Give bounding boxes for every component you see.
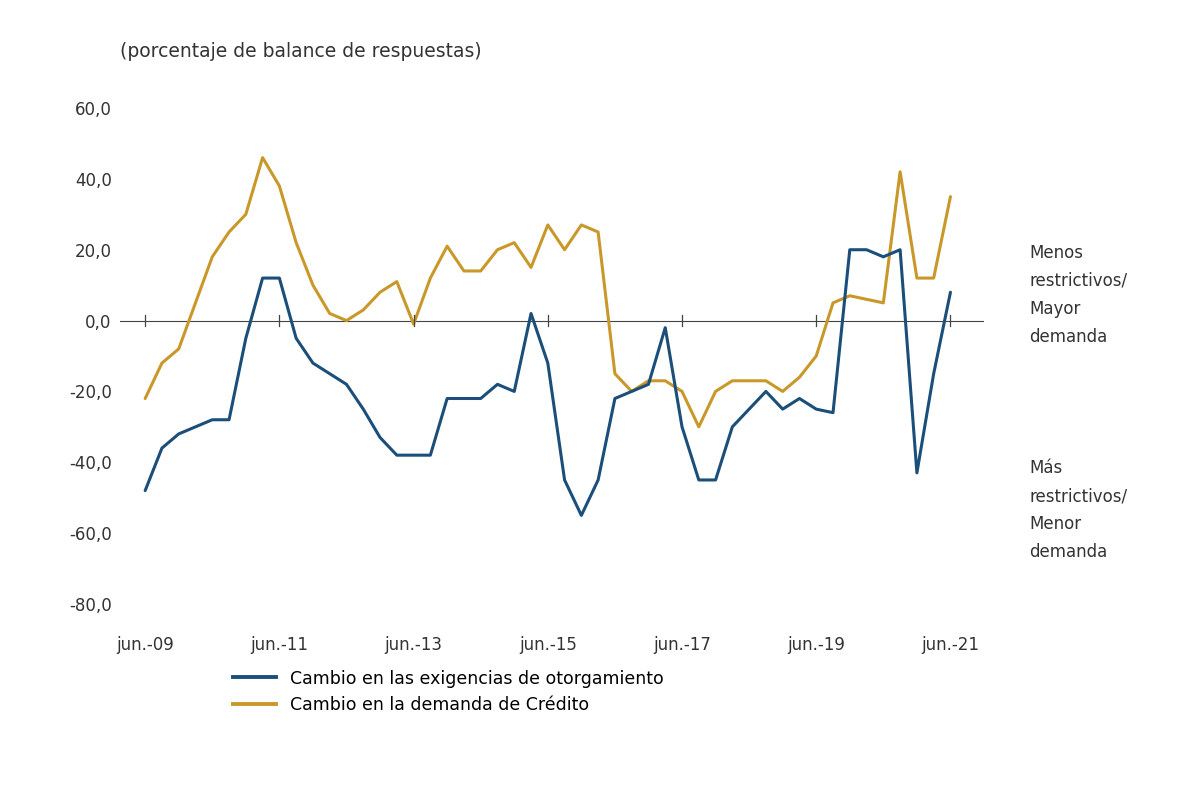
Text: Más
restrictivos/
Menor
demanda: Más restrictivos/ Menor demanda	[1030, 459, 1128, 561]
Legend: Cambio en las exigencias de otorgamiento, Cambio en la demanda de Crédito: Cambio en las exigencias de otorgamiento…	[226, 663, 671, 721]
Text: (porcentaje de balance de respuestas): (porcentaje de balance de respuestas)	[120, 42, 481, 61]
Text: Menos
restrictivos/
Mayor
demanda: Menos restrictivos/ Mayor demanda	[1030, 244, 1128, 346]
